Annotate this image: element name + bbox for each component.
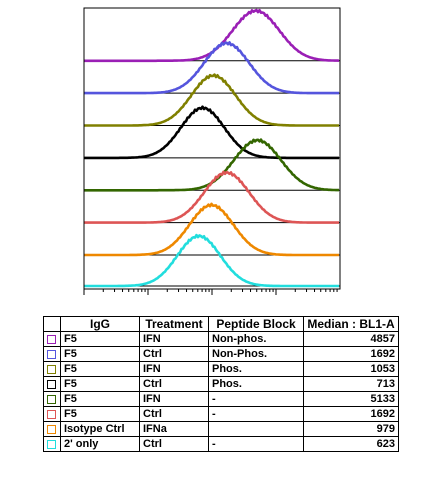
cell-peptide-block: Phos. (208, 376, 304, 392)
histogram-series-3 (84, 73, 339, 127)
cell-igg: F5 (60, 391, 140, 407)
cell-peptide-block: - (208, 391, 304, 407)
cell-treatment: Ctrl (139, 436, 209, 452)
legend-row: Isotype Ctrl IFNa 979 (43, 421, 399, 437)
cell-igg: F5 (60, 376, 140, 392)
histogram-series-4 (84, 105, 339, 160)
cell-treatment: Ctrl (139, 346, 209, 362)
cell-igg: Isotype Ctrl (60, 421, 140, 437)
legend-color-swatch (47, 364, 56, 374)
legend-color-swatch (47, 409, 56, 419)
cell-median: 623 (303, 436, 399, 452)
legend-row: F5 IFN Non-phos. 4857 (43, 331, 399, 347)
cell-treatment: Ctrl (139, 406, 209, 422)
swatch-header (43, 316, 61, 332)
cell-median: 713 (303, 376, 399, 392)
legend-row: F5 Ctrl Phos. 713 (43, 376, 399, 392)
legend-swatch-cell (43, 391, 61, 407)
histogram-series-7 (84, 202, 339, 257)
cell-treatment: IFNa (139, 421, 209, 437)
histogram-curves (84, 8, 340, 288)
cell-igg: F5 (60, 331, 140, 347)
histogram-overlay-chart (83, 7, 341, 295)
legend-color-swatch (47, 394, 56, 404)
cell-treatment: IFN (139, 391, 209, 407)
legend-swatch-cell (43, 421, 61, 437)
legend-row: F5 Ctrl -1692 (43, 406, 399, 422)
cell-igg: 2' only (60, 436, 140, 452)
baselines (84, 60, 340, 287)
legend-color-swatch (47, 424, 56, 434)
cell-median: 1053 (303, 361, 399, 377)
cell-peptide-block: - (208, 436, 304, 452)
cell-igg: F5 (60, 346, 140, 362)
histogram-series-2 (84, 41, 339, 95)
cell-treatment: Ctrl (139, 376, 209, 392)
legend-swatch-cell (43, 361, 61, 377)
header-treatment: Treatment (139, 316, 209, 332)
legend-color-swatch (47, 349, 56, 359)
cell-median: 1692 (303, 346, 399, 362)
legend-color-swatch (47, 439, 56, 449)
header-median: Median : BL1-A (303, 316, 399, 332)
legend-header-row: IgG Treatment Peptide Block Median : BL1… (43, 316, 399, 332)
histogram-series-8 (84, 233, 339, 288)
legend-swatch-cell (43, 346, 61, 362)
legend-swatch-cell (43, 436, 61, 452)
cell-median: 979 (303, 421, 399, 437)
legend-color-swatch (47, 334, 56, 344)
legend-row: F5 IFN -5133 (43, 391, 399, 407)
legend-row: 2' only Ctrl -623 (43, 436, 399, 452)
cell-treatment: IFN (139, 361, 209, 377)
legend-swatch-cell (43, 406, 61, 422)
legend-color-swatch (47, 379, 56, 389)
legend-swatch-cell (43, 331, 61, 347)
cell-peptide-block: - (208, 406, 304, 422)
cell-peptide-block (208, 421, 304, 437)
cell-median: 1692 (303, 406, 399, 422)
cell-median: 4857 (303, 331, 399, 347)
cell-peptide-block: Phos. (208, 361, 304, 377)
cell-treatment: IFN (139, 331, 209, 347)
cell-igg: F5 (60, 361, 140, 377)
cell-median: 5133 (303, 391, 399, 407)
cell-igg: F5 (60, 406, 140, 422)
x-axis-ticks (83, 289, 338, 295)
legend-swatch-cell (43, 376, 61, 392)
header-igg: IgG (60, 316, 140, 332)
cell-peptide-block: Non-phos. (208, 331, 304, 347)
legend-table: IgG Treatment Peptide Block Median : BL1… (43, 316, 399, 452)
header-peptide-block: Peptide Block (208, 316, 304, 332)
cell-peptide-block: Non-Phos. (208, 346, 304, 362)
legend-row: F5 IFN Phos. 1053 (43, 361, 399, 377)
histogram-series-6 (84, 170, 339, 224)
legend-row: F5 Ctrl Non-Phos. 1692 (43, 346, 399, 362)
